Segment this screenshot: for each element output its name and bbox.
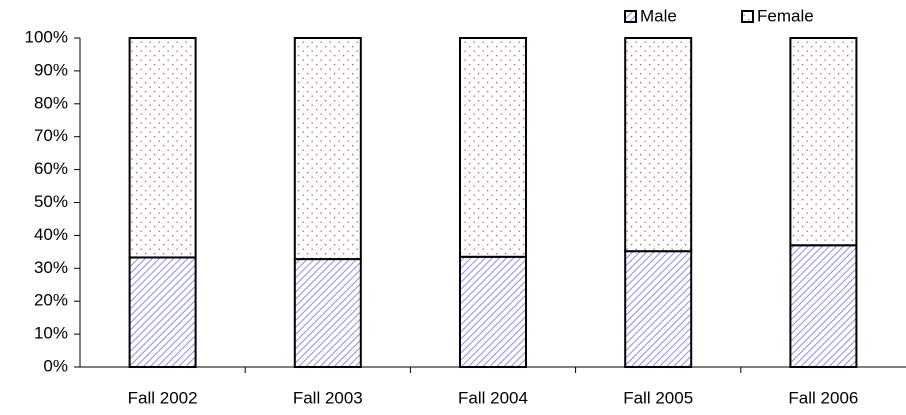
y-tick-label: 60% — [34, 159, 68, 178]
bar-segment — [789, 244, 858, 369]
x-tick-label: Fall 2005 — [623, 388, 693, 407]
x-tick-label: Fall 2006 — [788, 388, 858, 407]
legend-label: Female — [757, 6, 814, 25]
y-tick-label: 10% — [34, 324, 68, 343]
y-tick-label: 90% — [34, 60, 68, 79]
y-tick-label: 70% — [34, 126, 68, 145]
x-tick-label: Fall 2002 — [128, 388, 198, 407]
bar-segment — [293, 37, 362, 261]
bar-segment — [624, 250, 693, 368]
bar-segment — [459, 255, 527, 368]
x-tick-label: Fall 2004 — [458, 388, 528, 407]
y-tick-label: 20% — [34, 291, 68, 310]
legend-swatch — [741, 10, 754, 23]
y-tick-label: 50% — [34, 192, 68, 211]
y-tick-label: 100% — [25, 27, 68, 46]
x-tick-label: Fall 2003 — [293, 388, 363, 407]
legend-swatch — [624, 10, 637, 23]
bar-segment — [789, 37, 858, 247]
bar-segment — [459, 37, 527, 258]
y-tick-label: 40% — [34, 225, 68, 244]
bar-segment — [128, 256, 197, 368]
y-tick-label: 80% — [34, 93, 68, 112]
y-tick-label: 30% — [34, 258, 68, 277]
bar-segment — [293, 258, 362, 369]
legend-label: Male — [640, 6, 677, 25]
y-tick-label: 0% — [43, 356, 68, 375]
bar-segment — [128, 37, 197, 259]
bar-segment — [624, 37, 693, 253]
